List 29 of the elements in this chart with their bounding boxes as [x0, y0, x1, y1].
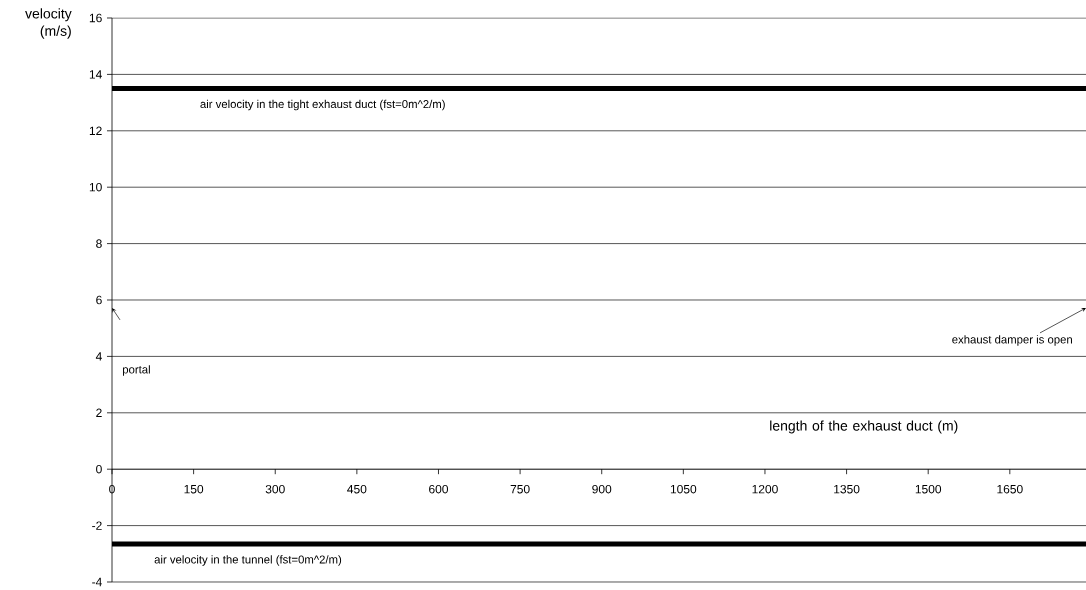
- y-tick-label: 10: [89, 182, 102, 192]
- x-tick-label: 1350: [834, 484, 860, 494]
- y-axis-title: velocity (m/s): [25, 8, 72, 39]
- y-tick-label: 6: [96, 295, 102, 305]
- y-tick-label: 2: [96, 408, 102, 417]
- y-tick-label: 8: [96, 239, 102, 248]
- annotation: exhaust damper is open: [952, 335, 1072, 346]
- x-tick-label: 450: [347, 484, 367, 494]
- y-tick-label: -4: [92, 577, 102, 587]
- x-tick-label: 0: [109, 484, 115, 494]
- x-tick-label: 750: [510, 484, 530, 494]
- ref-line-label: air velocity in the tight exhaust duct (fst=0m^2/m): [200, 99, 445, 111]
- x-tick-label: 1050: [670, 484, 697, 494]
- y-tick-label: 4: [95, 352, 102, 361]
- x-axis-title: length of the exhaust duct (m): [770, 420, 958, 434]
- y-tick-label: -2: [92, 521, 102, 530]
- y-tick-label: 12: [89, 126, 102, 135]
- y-tick-label: 0: [96, 464, 102, 474]
- annotation: portal: [123, 365, 150, 376]
- x-tick-label: 900: [592, 484, 612, 494]
- ref-line-label: air velocity in the tunnel (fst=0m^2/m): [154, 555, 342, 566]
- x-tick-label: 300: [265, 484, 285, 494]
- x-tick-label: 600: [429, 484, 449, 494]
- x-tick-label: 1200: [752, 484, 778, 494]
- x-tick-label: 150: [184, 484, 204, 494]
- y-tick-label: 16: [89, 13, 102, 23]
- x-tick-label: 1650: [997, 484, 1023, 494]
- x-tick-label: 1500: [915, 484, 942, 494]
- y-tick-label: 14: [89, 70, 102, 79]
